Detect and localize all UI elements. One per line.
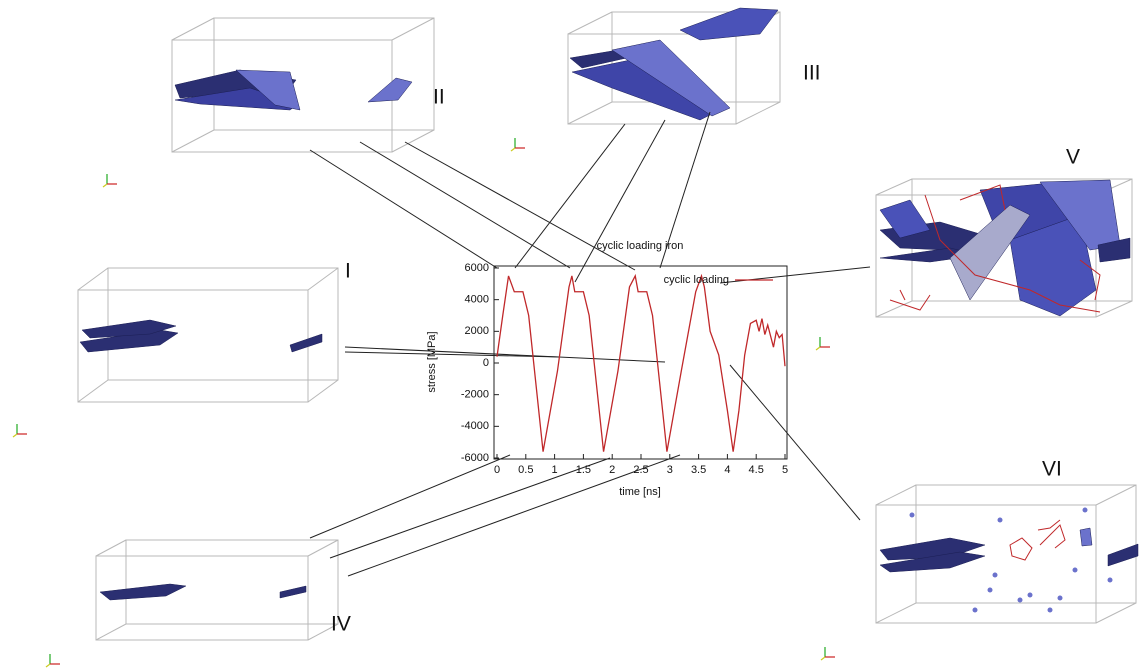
x-tick-label: 3.5	[691, 464, 706, 476]
y-axis-label: stress [MPa]	[426, 331, 438, 392]
void	[988, 588, 993, 593]
y-tick-label: 4000	[465, 294, 489, 306]
panels	[13, 8, 1138, 667]
box-edge	[308, 540, 338, 556]
box-edge	[78, 380, 108, 402]
triad	[821, 657, 825, 660]
y-tick-label: -6000	[461, 452, 489, 464]
x-tick-label: 4.5	[749, 464, 764, 476]
box-edge	[568, 102, 612, 124]
x-tick-label: 1.5	[576, 464, 591, 476]
panel-label: V	[1066, 146, 1080, 169]
triad	[46, 664, 50, 667]
crack	[290, 334, 322, 352]
panel-label: I	[345, 260, 351, 283]
x-tick-label: 2	[609, 464, 615, 476]
triad	[816, 347, 820, 350]
y-tick-label: -4000	[461, 420, 489, 432]
x-tick-label: 0	[494, 464, 500, 476]
y-tick-label: 2000	[465, 325, 489, 337]
box-edge	[308, 380, 338, 402]
void	[1028, 593, 1033, 598]
panel-label: II	[433, 86, 445, 109]
x-tick-label: 1	[552, 464, 558, 476]
x-tick-label: 0.5	[518, 464, 533, 476]
y-tick-label: -2000	[461, 389, 489, 401]
box-edge	[78, 268, 108, 290]
panel-label: IV	[331, 613, 351, 636]
triad	[511, 148, 515, 151]
crack	[280, 586, 306, 598]
box-edge	[1096, 485, 1136, 505]
box-edge	[96, 624, 126, 640]
triad	[13, 434, 17, 437]
void	[993, 573, 998, 578]
box-edge	[392, 130, 434, 152]
x-tick-label: 4	[724, 464, 730, 476]
crack	[100, 584, 186, 600]
panel-label: VI	[1042, 458, 1062, 481]
void	[1018, 598, 1023, 603]
plot-frame	[494, 266, 787, 459]
x-tick-label: 3	[667, 464, 673, 476]
box-edge	[876, 179, 912, 195]
series-line	[497, 276, 785, 452]
chart-title: cyclic loading iron	[597, 240, 684, 252]
triad	[103, 184, 107, 187]
x-axis-label: time [ns]	[619, 486, 661, 498]
connector	[345, 347, 665, 362]
crack	[1108, 544, 1138, 566]
connector	[730, 365, 860, 520]
connectors	[310, 112, 870, 576]
box-edge	[96, 540, 126, 556]
box-edge	[308, 268, 338, 290]
box-edge	[126, 540, 338, 624]
box-edge	[736, 102, 780, 124]
dislocation	[1040, 525, 1065, 548]
legend-label: cyclic loading	[664, 274, 729, 286]
connector	[348, 455, 680, 576]
connector	[310, 455, 510, 538]
connector	[575, 120, 665, 282]
box-edge	[172, 130, 214, 152]
void	[1108, 578, 1113, 583]
void	[1073, 568, 1078, 573]
void	[910, 513, 915, 518]
connector	[345, 352, 560, 357]
void	[998, 518, 1003, 523]
box-edge	[1096, 603, 1136, 623]
box-edge	[876, 485, 916, 505]
y-tick-label: 6000	[465, 262, 489, 274]
box-edge	[172, 18, 214, 40]
box-edge	[876, 603, 916, 623]
void	[1048, 608, 1053, 613]
connector	[330, 458, 610, 558]
dislocation	[1010, 538, 1032, 560]
box-edge	[568, 12, 612, 34]
figure: I II III IV V VI cyclic loading iron tim…	[0, 0, 1140, 670]
box-edge	[876, 301, 912, 317]
crack	[368, 78, 412, 102]
void	[1058, 596, 1063, 601]
panel-label: III	[803, 62, 821, 85]
void	[1083, 508, 1088, 513]
crack	[1080, 528, 1092, 546]
void	[973, 608, 978, 613]
box-edge	[1096, 301, 1132, 317]
y-tick-label: 0	[483, 357, 489, 369]
x-tick-label: 5	[782, 464, 788, 476]
crack	[680, 8, 778, 40]
box-edge	[392, 18, 434, 40]
x-tick-label: 2.5	[633, 464, 648, 476]
connector	[360, 142, 570, 268]
